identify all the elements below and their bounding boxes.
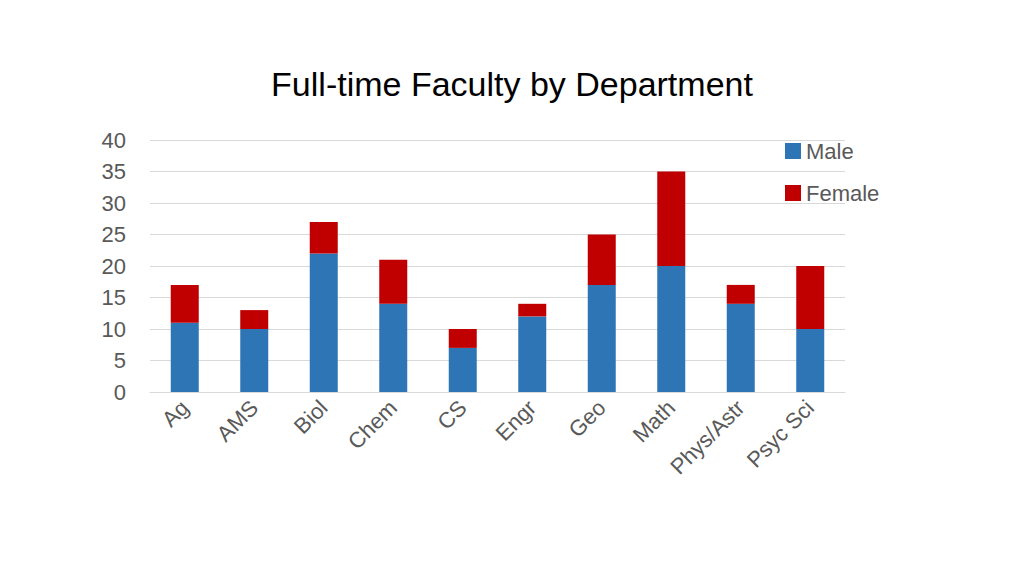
svg-text:25: 25 xyxy=(102,222,126,247)
svg-text:20: 20 xyxy=(102,254,126,279)
svg-text:Engr: Engr xyxy=(491,395,542,446)
svg-text:35: 35 xyxy=(102,159,126,184)
svg-text:Phys/Astr: Phys/Astr xyxy=(665,395,749,479)
svg-text:30: 30 xyxy=(102,191,126,216)
svg-text:Female: Female xyxy=(806,181,879,206)
svg-text:Geo: Geo xyxy=(564,395,611,442)
svg-text:AMS: AMS xyxy=(212,395,263,446)
svg-text:Male: Male xyxy=(806,139,854,164)
svg-text:CS: CS xyxy=(432,395,471,434)
svg-text:Biol: Biol xyxy=(289,395,333,439)
svg-text:40: 40 xyxy=(102,128,126,153)
svg-text:Chem: Chem xyxy=(343,395,402,454)
svg-text:Math: Math xyxy=(628,395,680,447)
svg-text:Ag: Ag xyxy=(157,395,194,432)
svg-text:Psyc Sci: Psyc Sci xyxy=(742,395,819,472)
svg-text:5: 5 xyxy=(114,348,126,373)
svg-text:0: 0 xyxy=(114,380,126,405)
svg-text:15: 15 xyxy=(102,285,126,310)
svg-text:Full-time Faculty by Departmen: Full-time Faculty by Department xyxy=(271,65,753,103)
svg-text:10: 10 xyxy=(102,317,126,342)
